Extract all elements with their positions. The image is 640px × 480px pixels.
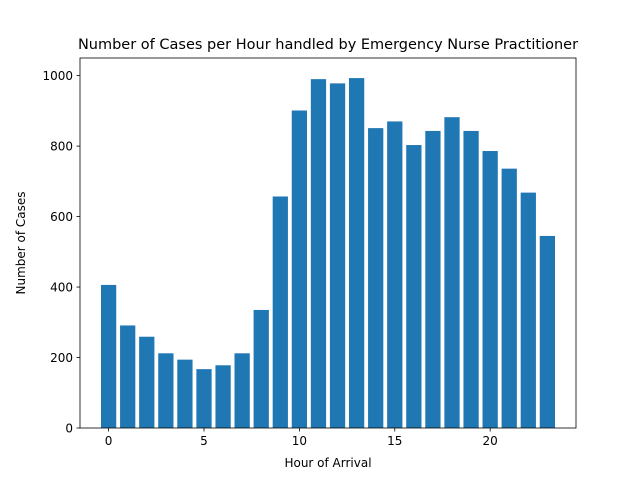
bar-hour-0 (100, 284, 117, 428)
y-tick-label-800: 800 (50, 140, 73, 154)
bar-hour-4 (177, 359, 193, 428)
bar-hour-3 (158, 353, 174, 428)
y-tick-label-200: 200 (50, 351, 73, 365)
bar-hour-17 (425, 130, 441, 428)
x-tick-label-0: 0 (105, 434, 113, 448)
bar-hour-2 (139, 336, 155, 428)
bar-hour-13 (348, 78, 365, 428)
y-axis-label: Number of Cases (14, 191, 28, 294)
bar-hour-9 (272, 196, 288, 428)
y-tick-label-1000: 1000 (42, 69, 73, 83)
bar-hour-7 (234, 353, 250, 428)
x-tick-label-10: 10 (292, 434, 307, 448)
bar-hour-6 (215, 365, 231, 428)
bar-hour-12 (329, 83, 346, 429)
bar-hour-23 (539, 235, 556, 428)
bar-hour-10 (291, 110, 308, 428)
bar-hour-15 (387, 121, 403, 429)
plot-frame (79, 57, 577, 429)
bar-hour-5 (196, 369, 212, 428)
bar-hour-1 (120, 325, 136, 428)
bar-hour-8 (253, 309, 269, 428)
x-tick-label-15: 15 (387, 434, 402, 448)
x-axis-ticks: 0 5 10 15 20 (105, 428, 498, 448)
bar-hour-11 (310, 79, 327, 428)
bar-hour-18 (444, 117, 460, 428)
bar-hour-16 (406, 145, 422, 429)
bar-hour-14 (368, 128, 384, 428)
x-tick-label-20: 20 (483, 434, 498, 448)
bar-hour-19 (463, 130, 479, 428)
bars-group (100, 78, 556, 429)
x-tick-label-5: 5 (200, 434, 208, 448)
y-tick-label-400: 400 (50, 281, 73, 295)
y-axis-ticks: 0 200 400 600 800 1000 (42, 69, 80, 436)
y-tick-label-600: 600 (50, 210, 73, 224)
bar-hour-21 (501, 168, 517, 428)
bar-hour-22 (520, 192, 536, 428)
bar-hour-20 (482, 151, 498, 428)
x-axis-label: Hour of Arrival (284, 456, 371, 470)
chart-title: Number of Cases per Hour handled by Emer… (78, 37, 578, 53)
y-tick-label-0: 0 (65, 422, 73, 436)
